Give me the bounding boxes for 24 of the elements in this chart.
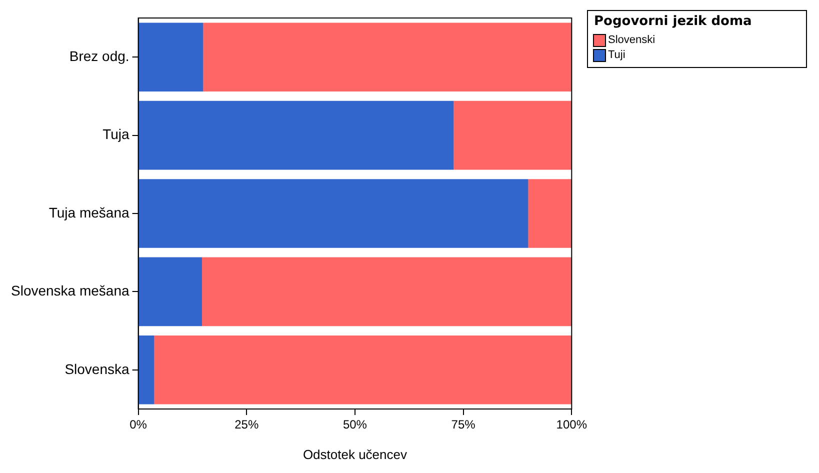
legend-title: Pogovorni jezik doma bbox=[594, 14, 753, 30]
y-tick-label: Tuja mešana bbox=[48, 204, 130, 220]
x-tick-label: 50% bbox=[342, 418, 368, 432]
y-tick-label: Slovenska bbox=[64, 360, 130, 377]
x-tick-label: 25% bbox=[234, 418, 259, 432]
bar bbox=[202, 257, 572, 326]
x-axis-title: Odstotek učencev bbox=[302, 446, 408, 462]
x-tick-label: 75% bbox=[451, 418, 476, 432]
bar bbox=[203, 22, 572, 92]
y-tick-label: Brez odg. bbox=[69, 48, 130, 64]
y-tick-label: Slovenska mešana bbox=[10, 282, 130, 299]
bar bbox=[138, 257, 202, 326]
bar bbox=[528, 179, 572, 248]
bar bbox=[138, 335, 154, 404]
bar bbox=[154, 335, 572, 404]
x-tick-label: 0% bbox=[130, 418, 148, 432]
bar bbox=[454, 100, 572, 170]
x-tick-label: 100% bbox=[556, 418, 588, 432]
y-tick-label: Tuja bbox=[102, 126, 130, 142]
bar bbox=[138, 100, 454, 170]
legend-label: Tuji bbox=[608, 49, 626, 61]
legend-label: Slovenski bbox=[608, 34, 656, 46]
bar bbox=[138, 179, 528, 248]
bar bbox=[138, 22, 204, 92]
